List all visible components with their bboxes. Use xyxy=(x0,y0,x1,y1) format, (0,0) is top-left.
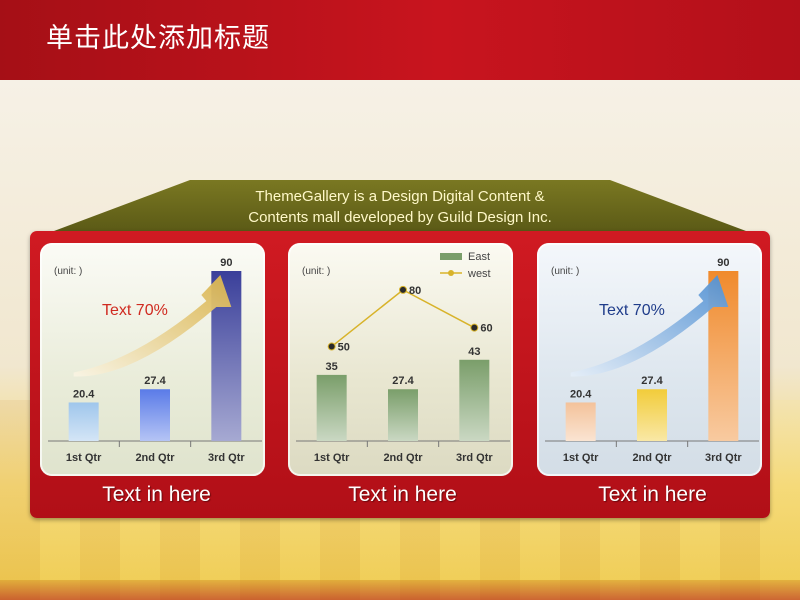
bar-east xyxy=(459,359,490,441)
banner-line-1: ThemeGallery is a Design Digital Content… xyxy=(255,188,545,205)
tick-label: 1st Qtr xyxy=(66,452,102,464)
tick-label: 2nd Qtr xyxy=(383,452,423,464)
legend-marker-west xyxy=(448,270,454,276)
tick-label: 3rd Qtr xyxy=(705,452,742,464)
line-west xyxy=(331,288,475,348)
legend-swatch-east xyxy=(440,253,462,260)
legend-label-west: west xyxy=(467,268,491,280)
chart-panel-2: (unit: ) 35 1st Qtr 27.4 2nd Qtr 43 3rd Qtr 50 8… xyxy=(288,243,513,476)
bar-chart-3: (unit: ) 20.4 1st Qtr 27.4 2nd Qtr 90 3rd Qtr T… xyxy=(545,257,759,464)
caption-1[interactable]: Text in here xyxy=(102,483,211,506)
tick-label: 3rd Qtr xyxy=(208,452,245,464)
chart-panel-1: (unit: ) 20.4 1st Qtr 27.4 2nd Qtr 90 3rd Qtr T… xyxy=(40,243,265,476)
background-bottom-band xyxy=(0,580,800,600)
data-label: 27.4 xyxy=(144,375,166,387)
data-label: 90 xyxy=(717,257,729,269)
data-label: 20.4 xyxy=(73,388,95,400)
data-label: 80 xyxy=(409,285,421,297)
data-label: 20.4 xyxy=(570,388,592,400)
caption-3[interactable]: Text in here xyxy=(598,483,707,506)
data-label: 43 xyxy=(468,346,480,358)
caption-2[interactable]: Text in here xyxy=(348,483,457,506)
title-bar: 单击此处添加标题 xyxy=(0,0,800,80)
chart-panel-3: (unit: ) 20.4 1st Qtr 27.4 2nd Qtr 90 3rd Qtr T… xyxy=(537,243,762,476)
point-west xyxy=(470,323,479,332)
bar-1st-qtr xyxy=(68,402,99,441)
bar-2nd-qtr xyxy=(637,389,667,441)
data-label: 60 xyxy=(480,323,492,335)
tick-label: 2nd Qtr xyxy=(135,452,175,464)
banner-text: ThemeGallery is a Design Digital Content… xyxy=(120,186,680,228)
data-label: 90 xyxy=(220,257,232,269)
unit-label: (unit: ) xyxy=(302,266,330,277)
annotation-label: Text 70% xyxy=(102,302,168,319)
trend-arrow xyxy=(73,275,232,377)
legend-label-east: East xyxy=(468,251,490,263)
data-label: 35 xyxy=(326,361,338,373)
annotation-label: Text 70% xyxy=(599,302,665,319)
unit-label: (unit: ) xyxy=(551,266,579,277)
data-label: 50 xyxy=(338,342,350,354)
data-label: 27.4 xyxy=(641,375,663,387)
bar-chart-1: (unit: ) 20.4 1st Qtr 27.4 2nd Qtr 90 3rd Qtr T… xyxy=(48,257,262,464)
unit-label: (unit: ) xyxy=(54,266,82,277)
bar-east xyxy=(316,374,347,441)
roof-banner-shape xyxy=(30,180,770,240)
trend-arrow xyxy=(570,275,729,377)
point-west xyxy=(327,342,336,351)
tick-label: 1st Qtr xyxy=(314,452,350,464)
bar-1st-qtr xyxy=(565,402,596,441)
data-label: 27.4 xyxy=(392,375,414,387)
point-west xyxy=(399,285,407,294)
tick-label: 2nd Qtr xyxy=(632,452,672,464)
banner-line-2: Contents mall developed by Guild Design … xyxy=(248,209,552,226)
bar-2nd-qtr xyxy=(140,389,170,441)
combo-chart-2: (unit: ) 35 1st Qtr 27.4 2nd Qtr 43 3rd Qtr 50 8… xyxy=(296,251,510,464)
tick-label: 3rd Qtr xyxy=(456,452,493,464)
tick-label: 1st Qtr xyxy=(563,452,599,464)
slide-title[interactable]: 单击此处添加标题 xyxy=(46,23,270,54)
bar-east xyxy=(388,389,418,441)
